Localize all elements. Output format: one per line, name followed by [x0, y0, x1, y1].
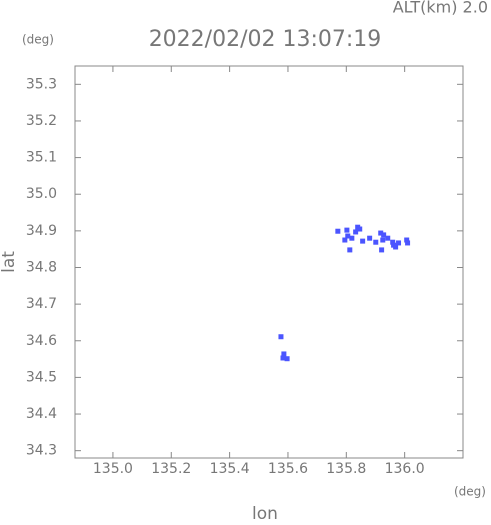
point — [284, 356, 290, 362]
point — [367, 235, 373, 241]
plot-frame — [74, 65, 464, 459]
point — [335, 228, 341, 234]
y-tick-label: 35.3 — [26, 76, 57, 92]
point — [396, 240, 402, 246]
y-tick-label: 34.5 — [26, 369, 57, 385]
y-tick-label: 35.0 — [26, 186, 57, 202]
point — [353, 229, 359, 235]
point — [360, 238, 366, 244]
x-tick-label: 135.8 — [326, 461, 366, 477]
point — [381, 232, 387, 238]
x-tick-label: 135.2 — [151, 461, 191, 477]
point — [380, 237, 386, 243]
x-tick-label: 135.0 — [93, 461, 133, 477]
point — [345, 233, 351, 239]
point — [347, 247, 353, 253]
y-tick-label: 34.3 — [26, 443, 57, 459]
point — [357, 226, 363, 232]
subtitle: ALT(km) 2.0 — [393, 0, 488, 17]
y-tick-label: 35.2 — [26, 113, 57, 129]
x-unit: (deg) — [454, 485, 486, 499]
y-tick-label: 34.9 — [26, 223, 57, 239]
y-tick-label: 34.4 — [26, 406, 57, 422]
x-axis-label: lon — [252, 504, 278, 521]
y-tick-label: 35.1 — [26, 150, 57, 166]
y-axis-label: lat — [0, 251, 19, 273]
point — [342, 237, 348, 243]
x-tick-label: 135.4 — [210, 461, 250, 477]
point — [349, 235, 355, 241]
y-tick-label: 34.6 — [26, 333, 57, 349]
y-tick-label: 34.8 — [26, 259, 57, 275]
point — [281, 351, 287, 357]
x-tick-label: 136.0 — [385, 461, 425, 477]
point — [405, 240, 411, 246]
point — [385, 235, 391, 241]
point — [280, 355, 286, 361]
chart-title: 2022/02/02 13:07:19 — [149, 27, 382, 52]
point — [391, 242, 397, 248]
y-unit: (deg) — [22, 33, 54, 47]
point — [373, 239, 379, 245]
point — [404, 237, 410, 243]
point — [278, 334, 284, 340]
point — [379, 247, 385, 253]
point — [390, 239, 396, 245]
x-tick-label: 135.6 — [268, 461, 308, 477]
y-tick-label: 34.7 — [26, 296, 57, 312]
point — [344, 227, 350, 233]
point — [378, 230, 384, 236]
